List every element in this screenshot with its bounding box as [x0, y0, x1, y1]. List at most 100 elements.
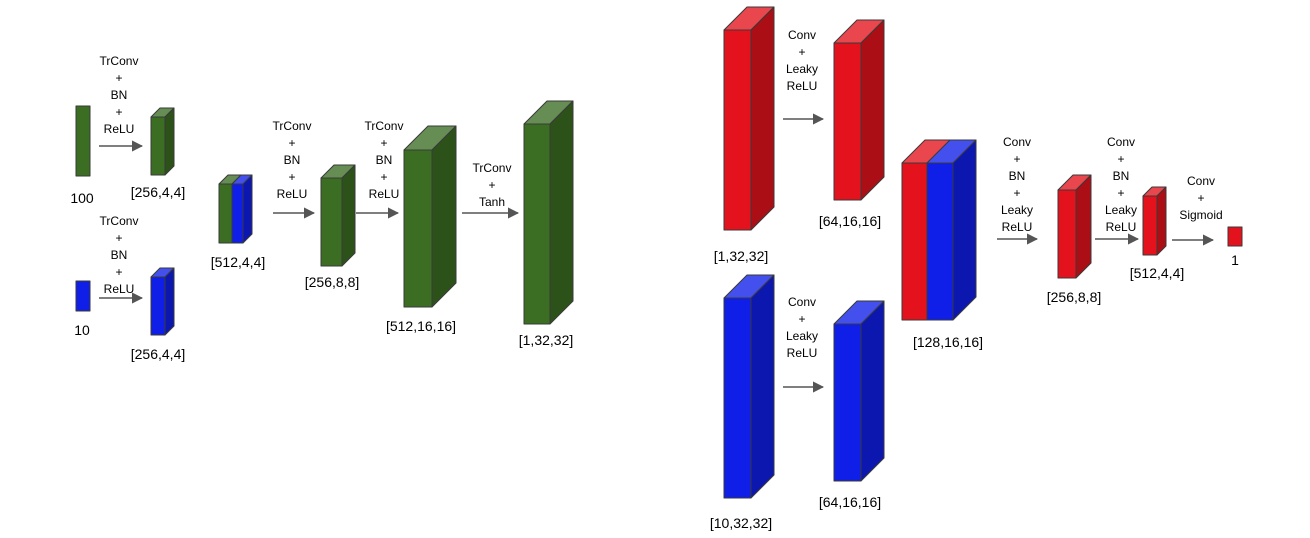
discriminator-label-input-block-front-face — [723, 297, 752, 499]
discriminator-output-size: 1 — [1231, 252, 1239, 268]
discriminator-op4-line: + — [1197, 191, 1205, 205]
generator-noise-input-block — [75, 105, 91, 177]
discriminator-output-block-front-face — [1227, 226, 1243, 247]
discriminator-op2-line: + — [1013, 186, 1021, 200]
discriminator-op2-line: Leaky — [1000, 203, 1034, 217]
generator-label-output-block — [150, 267, 175, 336]
discriminator-block-2-side-face — [1075, 174, 1092, 279]
generator-concat-size: [512,4,4] — [210, 254, 266, 270]
discriminator-label-input-block-side-face — [750, 274, 775, 499]
generator-concat-block — [218, 174, 253, 244]
generator-op3-line: ReLU — [368, 187, 400, 201]
generator-op4-line: + — [488, 178, 496, 192]
generator-label-output-size: [256,4,4] — [130, 346, 186, 362]
discriminator-concat-size: [128,16,16] — [912, 334, 984, 350]
discriminator-block-3-front-face — [1142, 195, 1158, 256]
discriminator-concat-block-side-face — [952, 139, 977, 321]
discriminator-op3-line: + — [1117, 186, 1125, 200]
discriminator-op4-line: Sigmoid — [1179, 208, 1223, 222]
generator-op2-line: BN — [283, 153, 301, 167]
generator-label-input-block-front-face — [75, 280, 91, 312]
discriminator-block-3 — [1142, 186, 1167, 256]
generator-concat-block-front-face-a — [218, 183, 233, 244]
discriminator-block-2 — [1057, 174, 1092, 279]
discriminator-image-input-size: [1,32,32] — [713, 248, 769, 264]
generator-op3-line: TrConv — [364, 119, 404, 133]
generator-noise-op-line: BN — [110, 88, 128, 102]
generator-block-3-front-face — [403, 149, 433, 308]
generator-label-input-block — [75, 280, 91, 312]
generator-block-3 — [403, 125, 457, 308]
generator-block-2-side-face — [341, 164, 356, 267]
discriminator-output-block — [1227, 226, 1243, 247]
generator-concat-block-side-face — [242, 174, 253, 244]
generator-output-size: [1,32,32] — [518, 332, 574, 348]
generator-label-op-line: ReLU — [103, 282, 135, 296]
generator-label-input-size: 10 — [74, 322, 90, 338]
generator-noise-output-block-side-face — [164, 107, 175, 176]
discriminator-image-op-line: + — [798, 45, 806, 59]
discriminator-image-output-block-side-face — [860, 19, 885, 201]
discriminator-block-2-size: [256,8,8] — [1046, 289, 1102, 305]
discriminator-label-op-line: + — [798, 312, 806, 326]
generator-label-op-line: TrConv — [99, 214, 139, 228]
discriminator-op2-line: + — [1013, 152, 1021, 166]
discriminator-op2-line: BN — [1008, 169, 1026, 183]
generator-op4-line: TrConv — [472, 161, 512, 175]
generator-output-block-side-face — [549, 100, 574, 325]
discriminator-op3-line: Leaky — [1104, 203, 1138, 217]
discriminator-op3-line: + — [1117, 152, 1125, 166]
generator-output-block-front-face — [523, 123, 551, 325]
generator-op3-line: + — [380, 170, 388, 184]
discriminator-op2-line: Conv — [1002, 135, 1032, 149]
discriminator-op3-line: Conv — [1106, 135, 1136, 149]
generator-noise-op-line: ReLU — [103, 122, 135, 136]
discriminator-label-op-line: ReLU — [786, 346, 818, 360]
generator-op2-line: + — [288, 136, 296, 150]
discriminator-label-input-size: [10,32,32] — [709, 515, 773, 531]
generator-label-output-block-side-face — [164, 267, 175, 336]
discriminator-image-input-block-side-face — [750, 6, 775, 231]
discriminator-label-output-block-side-face — [860, 300, 885, 482]
generator-noise-op-line: TrConv — [99, 54, 139, 68]
discriminator-image-output-block-front-face — [833, 42, 862, 201]
generator-op2-line: + — [288, 170, 296, 184]
generator-label-op-line: BN — [110, 248, 128, 262]
discriminator-block-3-side-face — [1156, 186, 1167, 256]
discriminator-label-input-block — [723, 274, 775, 499]
discriminator-image-output-size: [64,16,16] — [818, 213, 882, 229]
generator-op2-line: ReLU — [276, 187, 308, 201]
discriminator-label-output-size: [64,16,16] — [818, 494, 882, 510]
generator-noise-input-block-front-face — [75, 105, 91, 177]
generator-block-2-front-face — [320, 177, 343, 267]
discriminator-op2-line: ReLU — [1001, 220, 1033, 234]
generator-label-output-block-front-face — [150, 276, 166, 336]
generator-op3-line: BN — [375, 153, 393, 167]
discriminator-image-op-line: Conv — [787, 28, 817, 42]
discriminator-image-input-block-front-face — [723, 29, 752, 231]
generator-block-3-size: [512,16,16] — [385, 318, 457, 334]
generator-label-op-line: + — [115, 231, 123, 245]
discriminator-block-2-front-face — [1057, 189, 1077, 279]
discriminator-concat-block-front-face-b — [926, 162, 954, 321]
generator-op3-line: + — [380, 136, 388, 150]
discriminator-label-op-line: Leaky — [785, 329, 819, 343]
discriminator-label-output-block — [833, 300, 885, 482]
discriminator-image-output-block — [833, 19, 885, 201]
discriminator-block-3-size: [512,4,4] — [1129, 265, 1185, 281]
generator-op2-line: TrConv — [272, 119, 312, 133]
discriminator-op3-line: ReLU — [1105, 220, 1137, 234]
generator-noise-output-block-front-face — [150, 116, 166, 176]
discriminator-label-output-block-front-face — [833, 323, 862, 482]
generator-block-3-side-face — [431, 125, 457, 308]
generator-op4-line: Tanh — [478, 195, 506, 209]
generator-label-op-line: + — [115, 265, 123, 279]
generator-block-2 — [320, 164, 356, 267]
discriminator-op3-line: BN — [1112, 169, 1130, 183]
generator-concat-block-front-face-b — [231, 183, 244, 244]
discriminator-image-op-line: Leaky — [785, 62, 819, 76]
discriminator-concat-block-front-face-a — [901, 162, 928, 321]
discriminator-concat-block — [901, 139, 977, 321]
